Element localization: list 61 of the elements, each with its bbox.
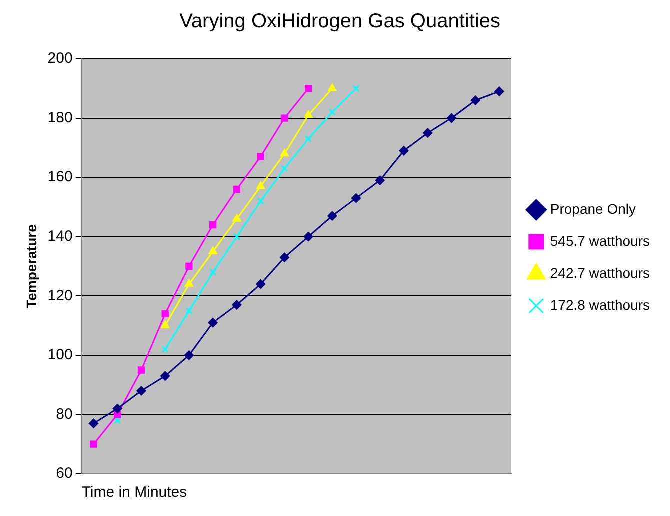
point: [399, 146, 409, 156]
point: [470, 96, 480, 106]
point: [423, 128, 433, 138]
point: [281, 114, 288, 122]
point: [304, 85, 312, 92]
point: [446, 114, 456, 124]
point: [136, 386, 146, 396]
point: [161, 321, 170, 329]
y-tick-label: 80: [56, 406, 73, 423]
point: [162, 346, 169, 354]
point: [256, 182, 266, 190]
y-tick-label: 160: [48, 168, 73, 186]
y-tick-label: 100: [48, 346, 73, 364]
point: [280, 252, 290, 262]
point: [114, 417, 122, 424]
point: [208, 318, 218, 328]
point: [232, 300, 242, 310]
point: [160, 371, 170, 381]
point: [375, 176, 385, 186]
point: [256, 280, 266, 290]
legend-label: 242.7 watthours: [550, 264, 650, 281]
point: [232, 214, 242, 222]
point: [112, 404, 122, 414]
point: [233, 233, 241, 240]
point: [352, 85, 360, 92]
point: [328, 108, 336, 116]
point: [114, 411, 122, 418]
legend-label: Propane Only: [550, 200, 636, 217]
point: [186, 307, 193, 315]
point: [184, 350, 194, 360]
point: [138, 366, 146, 374]
point: [304, 135, 312, 143]
point: [494, 86, 504, 96]
point: [257, 198, 264, 205]
y-tick-label: 120: [48, 287, 73, 304]
point: [233, 186, 241, 194]
point: [89, 418, 99, 428]
y-tick-label: 60: [56, 465, 73, 482]
point: [210, 221, 217, 229]
point: [280, 149, 289, 157]
point: [304, 232, 314, 242]
y-tick-label: 140: [48, 228, 73, 245]
point: [186, 262, 193, 270]
point: [162, 310, 169, 318]
point: [90, 440, 98, 448]
y-tick-label: 180: [48, 109, 73, 126]
point: [281, 165, 288, 172]
x-axis-title: Time in Minutes: [82, 484, 188, 502]
point: [328, 84, 337, 92]
point: [185, 280, 194, 288]
legend-label: 172.8 watthours: [550, 296, 650, 313]
point: [352, 194, 362, 204]
point: [328, 211, 338, 221]
y-tick-label: 200: [48, 50, 73, 68]
point: [257, 153, 264, 160]
point: [208, 246, 218, 254]
point: [210, 268, 217, 276]
chart-title: Varying OxiHidrogen Gas Quantities: [180, 10, 500, 33]
y-axis-title: Temperature: [23, 224, 40, 308]
point: [304, 110, 313, 118]
legend-label: 545.7 watthours: [550, 232, 650, 249]
